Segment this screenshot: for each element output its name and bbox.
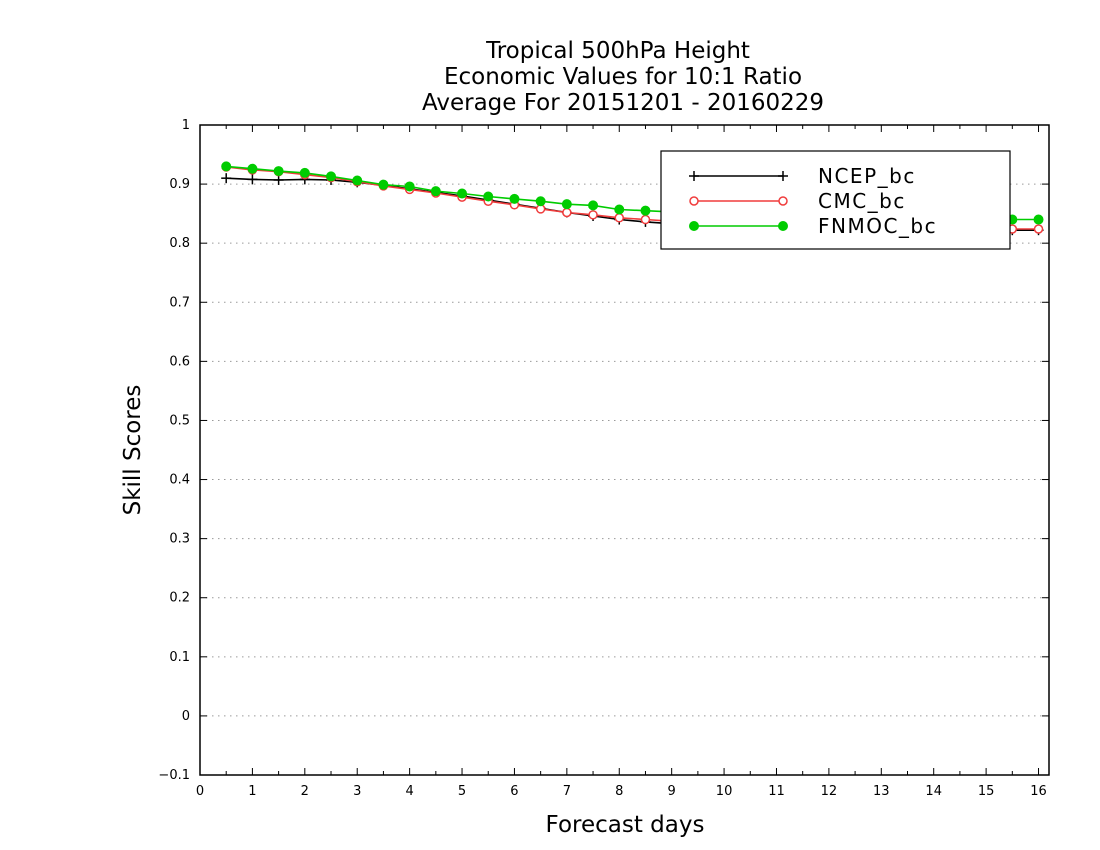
data-point xyxy=(614,213,625,223)
y-axis-ticks: −0.1 0 0.1 0.2 0.3 0.4 0.5 0.6 0.7 0.8 0.9 1 xyxy=(158,118,1049,783)
legend-marker xyxy=(778,196,788,206)
data-point xyxy=(299,167,310,178)
x-tick-label: 11 xyxy=(768,784,785,799)
y-tick-label: 0.7 xyxy=(169,295,190,310)
x-tick-label: 5 xyxy=(458,784,466,799)
x-tick-label: 13 xyxy=(873,784,890,799)
x-tick-label: 9 xyxy=(668,784,676,799)
legend-box xyxy=(660,150,1011,250)
data-point xyxy=(1033,214,1044,225)
data-point xyxy=(483,191,494,202)
y-tick-label: 0 xyxy=(182,709,190,724)
x-tick-label: 1 xyxy=(248,784,256,799)
y-tick-label: 0.8 xyxy=(169,236,190,251)
data-point xyxy=(562,207,572,218)
data-point xyxy=(247,174,258,185)
data-point xyxy=(352,175,363,186)
y-tick-label: 0.2 xyxy=(169,591,190,606)
y-tick-label: 0.3 xyxy=(169,532,190,547)
x-tick-label: 0 xyxy=(196,784,204,799)
legend-label: NCEP_bc xyxy=(818,164,916,188)
x-axis-ticks: 0 1 2 3 4 5 6 7 8 9 10 11 12 13 14 15 16 xyxy=(196,125,1047,799)
legend-marker xyxy=(689,196,699,206)
y-tick-label: 0.4 xyxy=(169,473,190,488)
x-tick-label: 14 xyxy=(925,784,942,799)
data-point xyxy=(588,210,598,220)
x-axis-label: Forecast days xyxy=(546,812,705,838)
legend-label: FNMOC_bc xyxy=(818,214,937,238)
x-tick-label: 15 xyxy=(978,784,995,799)
x-tick-label: 12 xyxy=(821,784,838,799)
x-tick-label: 8 xyxy=(615,784,623,799)
x-tick-label: 2 xyxy=(301,784,309,799)
data-point xyxy=(404,181,415,192)
legend-label: CMC_bc xyxy=(818,189,906,213)
x-tick-label: 4 xyxy=(405,784,413,799)
data-point xyxy=(509,193,520,204)
x-tick-label: 3 xyxy=(353,784,361,799)
data-point xyxy=(273,174,284,185)
x-tick-label: 10 xyxy=(716,784,733,799)
data-point xyxy=(247,163,258,174)
data-point xyxy=(221,161,232,172)
grid-lines xyxy=(200,183,1049,717)
legend-item-FNMOC_bc: FNMOC_bc xyxy=(689,214,937,238)
data-point xyxy=(430,186,441,197)
y-tick-label: −0.1 xyxy=(158,768,190,783)
data-point xyxy=(640,205,651,216)
y-axis-label: Skill Scores xyxy=(120,385,146,516)
y-tick-label: 0.9 xyxy=(169,177,190,192)
y-tick-label: 0.1 xyxy=(169,650,190,665)
chart-title-line-1: Tropical 500hPa Height xyxy=(485,38,750,64)
x-tick-label: 7 xyxy=(563,784,571,799)
data-point xyxy=(1033,224,1044,234)
chart-title: Tropical 500hPa Height Economic Values f… xyxy=(422,38,824,116)
data-point xyxy=(535,196,546,207)
legend-item-CMC_bc: CMC_bc xyxy=(689,189,906,213)
chart-title-line-2: Economic Values for 10:1 Ratio xyxy=(444,64,802,90)
legend-marker xyxy=(689,221,699,231)
data-point xyxy=(640,214,651,225)
y-tick-label: 0.5 xyxy=(169,413,190,428)
data-point xyxy=(273,166,284,177)
data-point xyxy=(614,204,625,215)
x-tick-label: 6 xyxy=(510,784,518,799)
x-tick-label: 16 xyxy=(1030,784,1047,799)
data-point xyxy=(221,173,232,184)
data-point xyxy=(588,200,599,211)
data-point xyxy=(326,171,337,182)
legend-marker xyxy=(778,221,788,231)
chart-title-line-3: Average For 20151201 - 20160229 xyxy=(422,90,824,116)
plot-frame xyxy=(199,124,1050,776)
legend-item-NCEP_bc: NCEP_bc xyxy=(689,164,916,188)
data-point xyxy=(457,188,468,199)
legend-marker xyxy=(778,171,788,181)
legend-marker xyxy=(689,171,699,181)
data-point xyxy=(561,199,572,210)
data-point xyxy=(378,179,389,190)
y-tick-label: 0.6 xyxy=(169,354,190,369)
y-tick-label: 1 xyxy=(182,118,190,133)
